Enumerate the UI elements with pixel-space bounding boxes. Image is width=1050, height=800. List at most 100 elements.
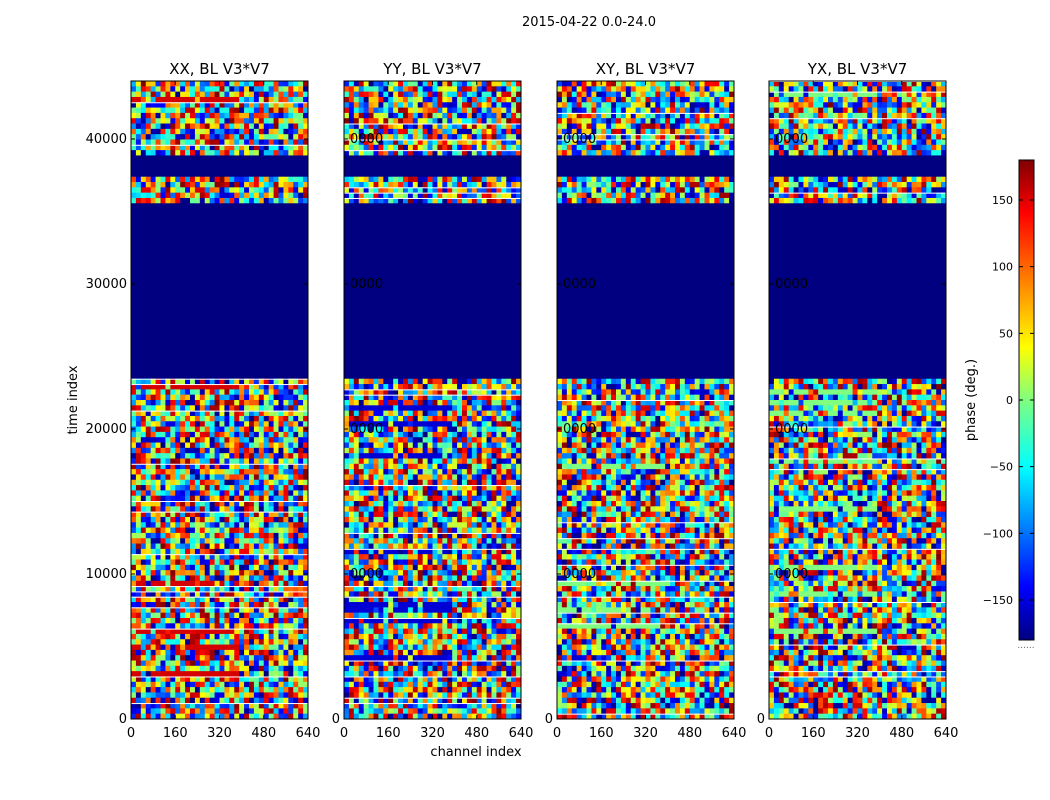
heat-cell	[234, 192, 240, 199]
heat-cell	[268, 617, 274, 624]
heat-cell	[150, 602, 156, 608]
heat-cell	[288, 660, 294, 667]
heat-cell	[175, 612, 181, 619]
heat-cell	[383, 102, 389, 108]
heat-cell	[457, 102, 463, 108]
heat-cell	[388, 437, 394, 443]
heat-cell	[155, 671, 161, 677]
heat-cell	[145, 107, 152, 114]
heat-cell	[214, 506, 220, 513]
heat-cell	[131, 602, 137, 608]
heat-cell	[457, 128, 463, 135]
heat-cell	[447, 400, 453, 406]
heat-cell	[229, 107, 235, 114]
heat-cell	[353, 134, 360, 140]
heat-cell	[253, 123, 260, 130]
heat-cell	[412, 405, 419, 412]
heat-cell	[234, 405, 240, 412]
heat-cell	[373, 501, 379, 507]
heat-cell	[180, 586, 186, 592]
heat-cell	[199, 474, 206, 481]
heat-cell	[273, 123, 279, 130]
heat-cell	[393, 128, 399, 135]
heat-cell	[358, 394, 365, 401]
heat-cell	[398, 421, 404, 427]
heat-cell	[244, 617, 250, 624]
heat-cell	[506, 522, 512, 528]
heat-cell	[190, 602, 196, 608]
heat-cell	[214, 187, 220, 194]
heat-cell	[481, 463, 487, 470]
heat-cell	[253, 495, 260, 502]
heat-cell	[511, 469, 517, 475]
heat-cell	[204, 442, 211, 449]
heat-cell	[165, 415, 171, 422]
heat-cell	[234, 187, 240, 194]
heat-cell	[229, 378, 235, 385]
heat-cell	[214, 596, 220, 603]
heat-cell	[131, 676, 137, 683]
heat-row-flagged	[344, 368, 521, 374]
heat-cell	[194, 118, 201, 124]
heat-cell	[140, 602, 147, 608]
heat-row-flagged	[131, 362, 308, 369]
heat-cell	[249, 86, 255, 93]
heat-cell	[457, 187, 463, 194]
heat-cell	[175, 102, 181, 108]
heat-cell	[491, 102, 497, 108]
heat-cell	[244, 394, 250, 401]
heat-cell	[358, 538, 365, 544]
heat-cell	[383, 463, 389, 470]
heat-cell	[303, 676, 309, 683]
heat-cell	[180, 405, 186, 412]
heat-cell	[150, 596, 156, 603]
heat-row-flagged	[131, 229, 308, 236]
heat-cell	[293, 676, 299, 683]
heat-cell	[244, 463, 250, 470]
heat-cell	[165, 501, 171, 507]
heat-cell	[199, 405, 206, 412]
heat-cell	[278, 192, 284, 199]
heat-cell	[155, 692, 161, 699]
heat-cell	[258, 516, 265, 523]
heat-cell	[303, 192, 309, 199]
heat-cell	[180, 564, 186, 571]
heat-cell	[348, 86, 355, 93]
heat-cell	[273, 134, 279, 140]
heat-cell	[471, 516, 478, 523]
heat-cell	[224, 639, 230, 645]
row-gap-line	[344, 394, 521, 396]
heat-cell	[224, 623, 230, 630]
heat-cell	[442, 479, 448, 486]
heat-cell	[209, 415, 215, 422]
heat-cell	[422, 91, 428, 98]
heat-cell	[185, 400, 191, 406]
heat-cell	[273, 687, 279, 693]
heat-cell	[378, 405, 384, 412]
heat-cell	[268, 511, 274, 518]
heat-cell	[457, 548, 463, 555]
heat-cell	[293, 511, 299, 518]
heat-cell	[180, 655, 186, 661]
heat-cell	[224, 144, 230, 151]
heat-cell	[344, 415, 350, 422]
heat-cell	[140, 548, 147, 555]
heat-cell	[155, 697, 161, 704]
heat-cell	[303, 681, 309, 688]
heat-cell	[150, 107, 156, 114]
heat-cell	[160, 128, 166, 135]
heat-cell	[447, 442, 453, 449]
heat-cell	[273, 596, 279, 603]
heat-cell	[131, 649, 137, 656]
heat-cell	[288, 431, 294, 438]
heat-cell	[234, 431, 240, 438]
heat-cell	[253, 474, 260, 481]
heat-cell	[249, 378, 255, 385]
heat-cell	[224, 378, 230, 385]
heat-cell	[412, 453, 419, 459]
heat-cell	[268, 96, 274, 103]
heat-cell	[403, 527, 409, 534]
heat-cell	[170, 431, 176, 438]
heat-cell	[412, 463, 419, 470]
heat-cell	[244, 405, 250, 412]
